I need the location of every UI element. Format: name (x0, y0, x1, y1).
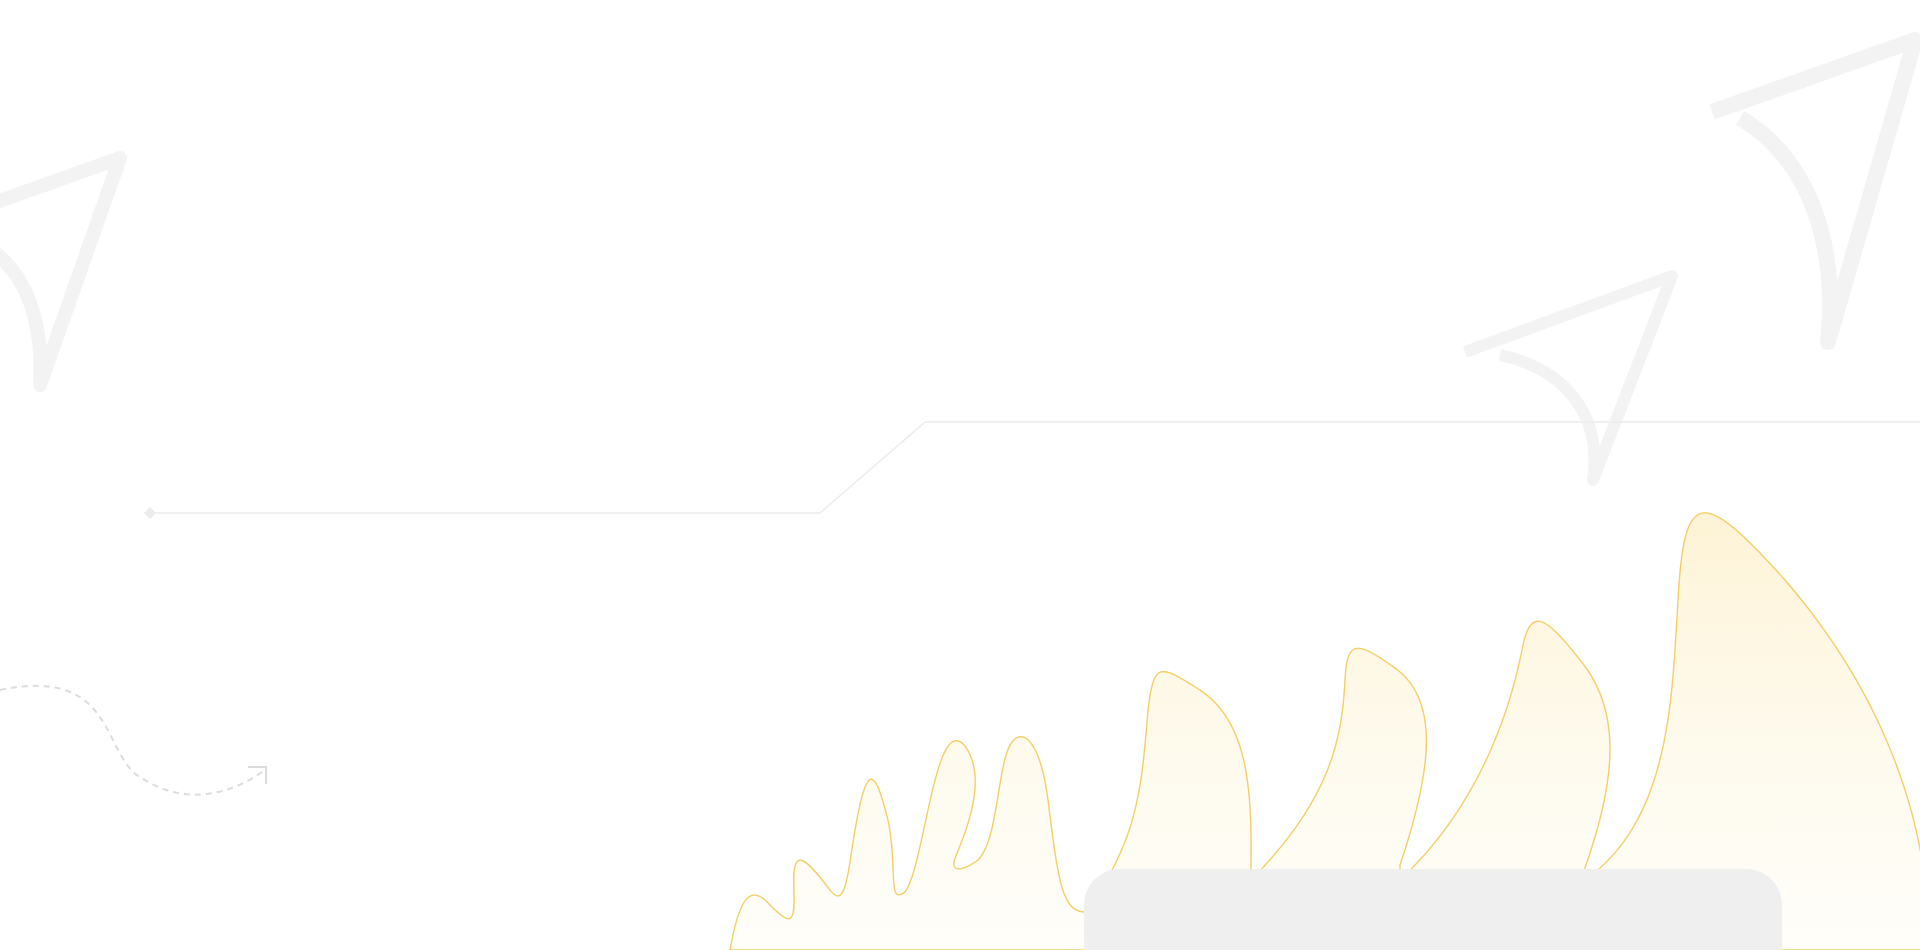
connector-line (144, 421, 1920, 519)
paper-plane-icon (1462, 270, 1678, 486)
arrow-head (248, 766, 267, 784)
paper-plane-icon (1709, 32, 1920, 350)
arrow-right-icon (0, 684, 263, 796)
content-panel (1084, 869, 1782, 950)
paper-plane-icon (0, 151, 127, 392)
